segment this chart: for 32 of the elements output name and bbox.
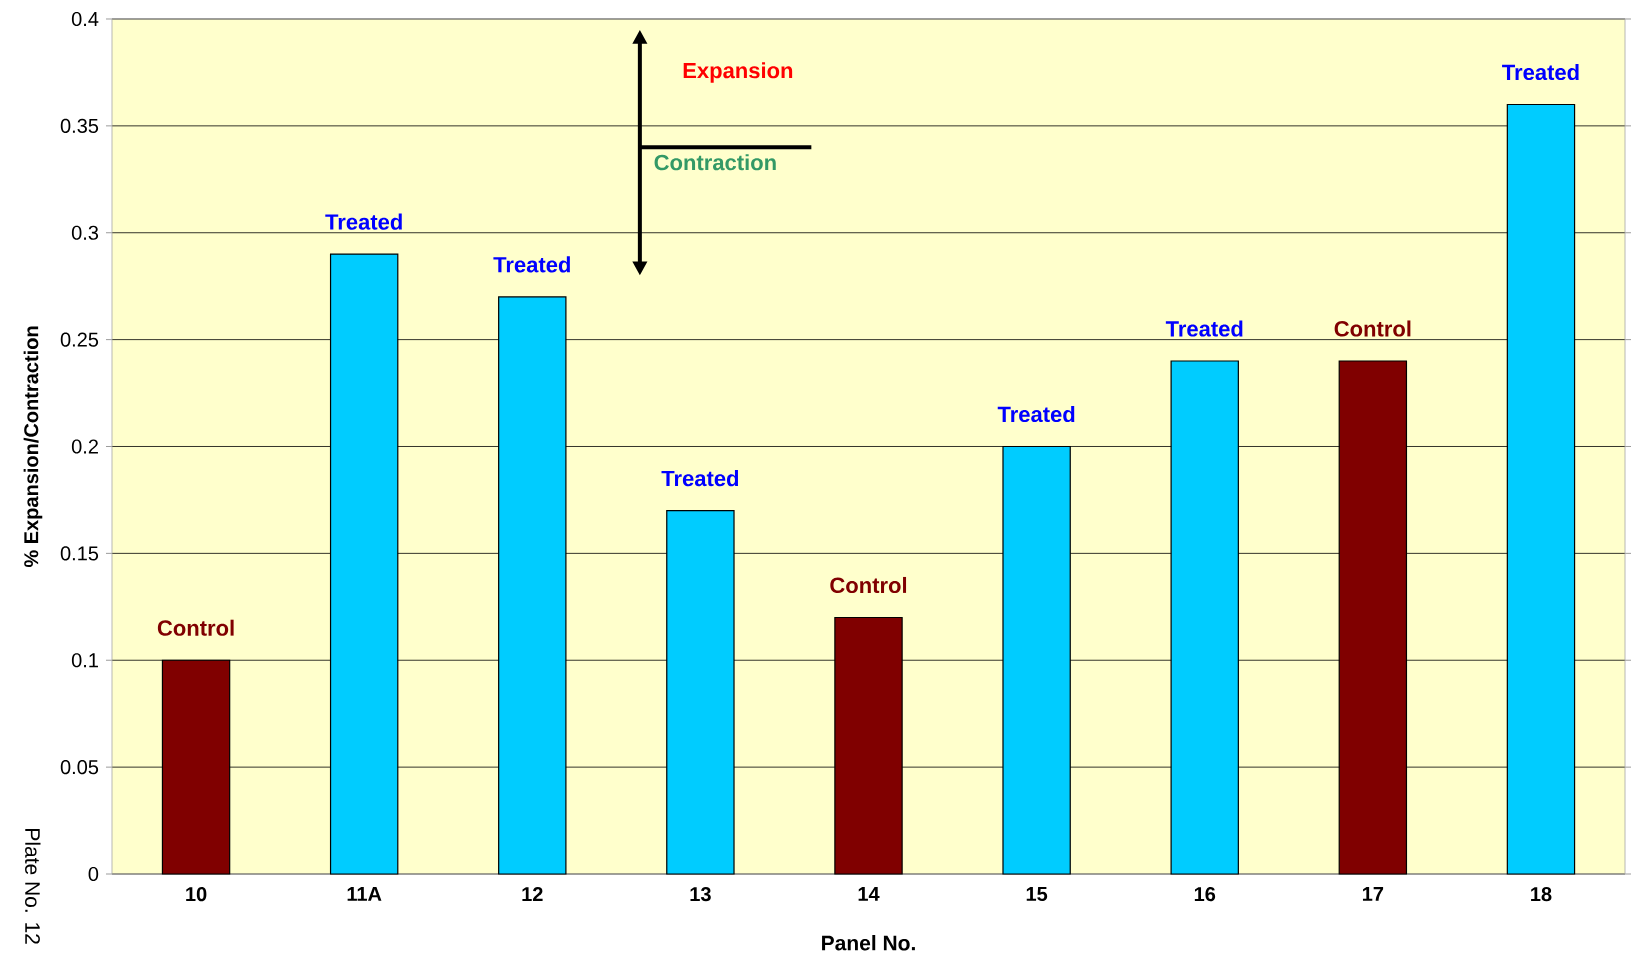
x-tick-label: 14 <box>858 887 880 901</box>
annotation: Control <box>830 576 907 594</box>
y-tick-label: 0.3 <box>71 225 99 240</box>
x-axis-title: Panel No. <box>822 934 915 951</box>
annotation: Control <box>157 619 234 636</box>
annotation: Treated <box>493 256 570 273</box>
y-tick-label: 0.2 <box>71 439 98 454</box>
x-tick-label: 13 <box>690 887 711 902</box>
annotation: Treated <box>661 470 739 487</box>
x-tick-label: 11A <box>347 887 382 901</box>
y-tick-label: 0 <box>88 866 99 882</box>
annotation: Treated <box>997 405 1075 423</box>
annotation: Contraction <box>654 154 776 171</box>
y-tick-label: 0.35 <box>60 118 99 133</box>
y-axis-title: % Expansion/Contraction <box>23 326 43 568</box>
y-tick-label: 0.05 <box>60 760 99 775</box>
x-tick-label: 17 <box>1362 887 1384 901</box>
y-tick-label: 0.25 <box>60 332 99 347</box>
annotation: Expansion <box>683 62 793 83</box>
x-tick-label: 15 <box>1026 887 1048 902</box>
y-tick-label: 0.15 <box>60 546 99 561</box>
x-tick-label: 12 <box>522 887 543 902</box>
y-tick-label: 0.4 <box>71 11 99 27</box>
x-tick-label: 10 <box>186 887 207 902</box>
x-tick-label: 16 <box>1194 887 1216 902</box>
y-tick-label: 0.1 <box>71 653 98 668</box>
annotation: Control <box>1334 320 1411 337</box>
annotation: Treated <box>1502 63 1579 81</box>
text: Plate No. 12 <box>25 829 41 944</box>
x-tick-label: 18 <box>1531 887 1552 902</box>
annotation: Treated <box>1165 320 1243 337</box>
annotation: Treated <box>325 213 402 230</box>
